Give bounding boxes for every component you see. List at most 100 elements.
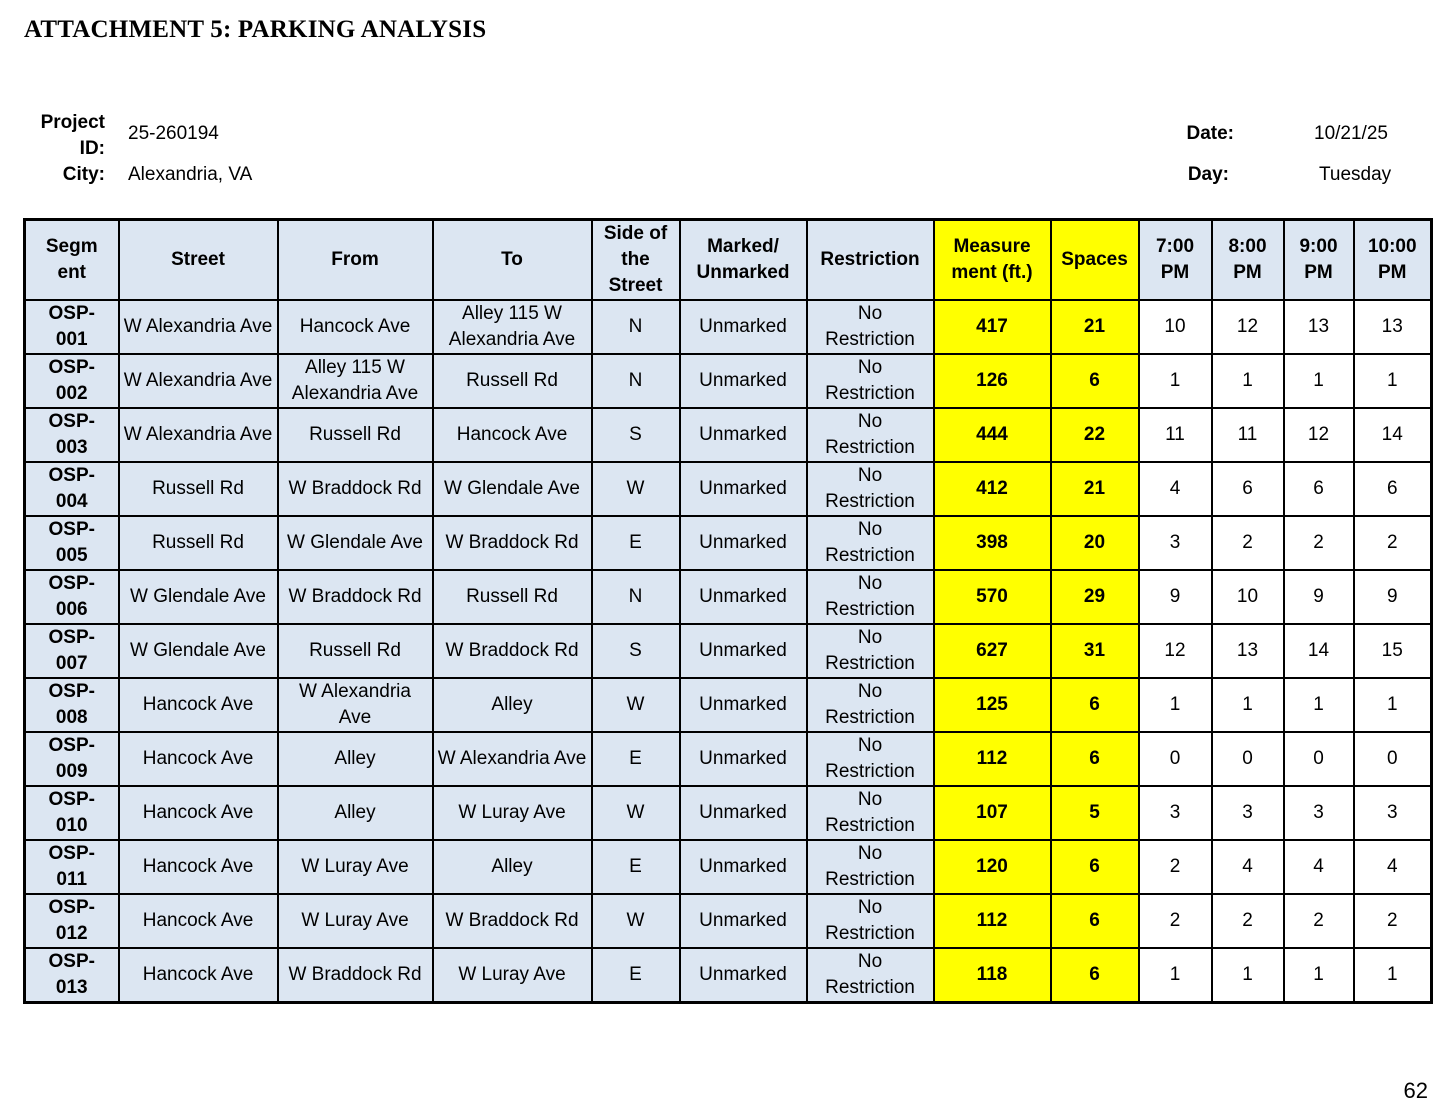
cell-street: Russell Rd [117,515,279,571]
table-row: OSP-003 W Alexandria Ave Russell Rd Hancock… [23,407,1433,463]
cell-10pm: 0 [1352,731,1433,787]
cell-restriction: No Restriction [805,947,935,1004]
cell-street: Hancock Ave [117,677,279,733]
cell-from: Russell Rd [276,623,434,679]
column-header-spaces: Spaces [1049,218,1140,301]
cell-segment: OSP-005 [23,515,120,571]
cell-8pm: 2 [1210,893,1285,949]
city-value: Alexandria, VA [128,164,253,185]
table-row: OSP-004 Russell Rd W Braddock Rd W Glendale… [23,461,1433,517]
cell-spaces: 21 [1049,299,1140,355]
cell-8pm: 4 [1210,839,1285,895]
cell-restriction: No Restriction [805,677,935,733]
cell-from: W Luray Ave [276,839,434,895]
day-label: Day: [1187,164,1229,185]
table-row: OSP-002 W Alexandria Ave Alley 115 W Alexa… [23,353,1433,409]
cell-to: Alley [431,677,593,733]
cell-restriction: No Restriction [805,785,935,841]
cell-side: E [590,515,681,571]
cell-restriction: No Restriction [805,569,935,625]
cell-marked: Unmarked [678,677,808,733]
cell-restriction: No Restriction [805,407,935,463]
cell-spaces: 22 [1049,407,1140,463]
cell-to: W Braddock Rd [431,623,593,679]
cell-8pm: 3 [1210,785,1285,841]
cell-to: Alley [431,839,593,895]
cell-measurement: 125 [932,677,1052,733]
cell-side: E [590,947,681,1004]
cell-side: E [590,731,681,787]
cell-measurement: 126 [932,353,1052,409]
cell-from: Alley 115 W Alexandria Ave [276,353,434,409]
cell-measurement: 398 [932,515,1052,571]
cell-street: W Glendale Ave [117,623,279,679]
cell-restriction: No Restriction [805,515,935,571]
cell-8pm: 10 [1210,569,1285,625]
cell-from: Alley [276,785,434,841]
cell-8pm: 1 [1210,947,1285,1004]
cell-from: W Braddock Rd [276,947,434,1004]
cell-segment: OSP-009 [23,731,120,787]
header-row: Segment Street From To Side of the Street Mar… [23,218,1433,301]
cell-9pm: 6 [1282,461,1355,517]
date-value: 10/21/25 [1314,123,1388,144]
cell-from: W Braddock Rd [276,461,434,517]
cell-from: Russell Rd [276,407,434,463]
cell-spaces: 6 [1049,893,1140,949]
cell-segment: OSP-008 [23,677,120,733]
cell-side: N [590,569,681,625]
cell-8pm: 11 [1210,407,1285,463]
cell-9pm: 4 [1282,839,1355,895]
cell-spaces: 6 [1049,677,1140,733]
cell-10pm: 1 [1352,677,1433,733]
cell-8pm: 0 [1210,731,1285,787]
cell-from: Alley [276,731,434,787]
cell-9pm: 12 [1282,407,1355,463]
cell-8pm: 1 [1210,353,1285,409]
date-label: Date: [1186,123,1234,144]
cell-measurement: 417 [932,299,1052,355]
cell-9pm: 1 [1282,353,1355,409]
cell-street: W Alexandria Ave [117,353,279,409]
cell-street: Hancock Ave [117,785,279,841]
cell-7pm: 1 [1137,353,1213,409]
cell-8pm: 1 [1210,677,1285,733]
cell-9pm: 14 [1282,623,1355,679]
cell-segment: OSP-006 [23,569,120,625]
cell-10pm: 1 [1352,353,1433,409]
cell-street: Russell Rd [117,461,279,517]
city-label: City: [62,164,105,185]
cell-marked: Unmarked [678,461,808,517]
parking-table: Segment Street From To Side of the Street Mar… [23,218,1433,1004]
project-id-label: Project ID: [40,112,105,159]
cell-spaces: 29 [1049,569,1140,625]
cell-marked: Unmarked [678,785,808,841]
cell-to: W Luray Ave [431,947,593,1004]
cell-to: W Braddock Rd [431,515,593,571]
cell-10pm: 1 [1352,947,1433,1004]
cell-8pm: 6 [1210,461,1285,517]
cell-7pm: 1 [1137,947,1213,1004]
cell-marked: Unmarked [678,839,808,895]
cell-segment: OSP-013 [23,947,120,1004]
cell-marked: Unmarked [678,893,808,949]
cell-7pm: 2 [1137,839,1213,895]
cell-side: S [590,407,681,463]
cell-marked: Unmarked [678,623,808,679]
cell-measurement: 112 [932,893,1052,949]
cell-spaces: 6 [1049,353,1140,409]
column-header-marked: Marked/ Unmarked [678,218,808,301]
cell-7pm: 2 [1137,893,1213,949]
cell-measurement: 570 [932,569,1052,625]
cell-9pm: 3 [1282,785,1355,841]
cell-to: Alley 115 W Alexandria Ave [431,299,593,355]
column-header-8pm: 8:00 PM [1210,218,1285,301]
cell-side: W [590,461,681,517]
cell-7pm: 11 [1137,407,1213,463]
cell-spaces: 6 [1049,839,1140,895]
cell-segment: OSP-012 [23,893,120,949]
cell-restriction: No Restriction [805,839,935,895]
cell-9pm: 1 [1282,677,1355,733]
cell-10pm: 13 [1352,299,1433,355]
project-id-value: 25-260194 [128,123,219,144]
